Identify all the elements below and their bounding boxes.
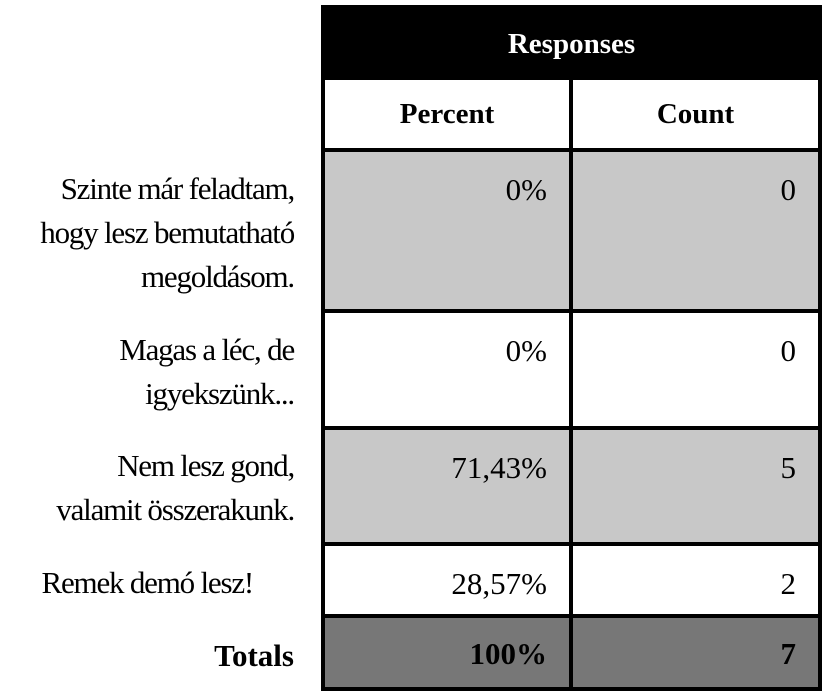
row-4-count: 2 (573, 546, 818, 614)
row-3-percent: 71,43% (325, 430, 569, 542)
row-label-1: Szinte már feladtam, hogy lesz bemutatha… (40, 167, 296, 299)
row-label-1-line-1: Szinte már feladtam, (60, 171, 296, 206)
row-label-2-line-1: Magas a léc, de (119, 332, 295, 367)
row-1-count: 0 (573, 152, 818, 309)
row-label-3-line-1: Nem lesz gond, (117, 448, 295, 483)
row-2-percent: 0% (325, 313, 569, 426)
row-label-3-line-2: valamit összerakunk. (56, 492, 295, 527)
totals-label-text: Totals (214, 638, 294, 673)
row-1-percent: 0% (325, 152, 569, 309)
totals-percent: 100% (325, 618, 569, 687)
totals-count: 7 (573, 618, 818, 687)
row-label-4: Remek demó lesz! (41, 561, 255, 605)
row-label-1-line-2: hogy lesz bemutatható (40, 215, 295, 250)
responses-header: Responses (325, 9, 818, 80)
responses-table: Responses Percent Count 0% 0 0% 0 71,43%… (321, 5, 822, 691)
row-3-count: 5 (573, 430, 818, 542)
column-header-percent: Percent (325, 80, 569, 148)
column-header-count: Count (573, 80, 818, 148)
row-label-2-line-2: igyekszünk... (145, 376, 295, 411)
row-label-4-line-1: Remek demó lesz! (41, 565, 255, 600)
row-2-count: 0 (573, 313, 818, 426)
row-label-2: Magas a léc, de igyekszünk... (119, 328, 295, 416)
row-label-1-line-3: megoldásom. (141, 259, 295, 294)
totals-label: Totals (214, 634, 294, 678)
row-label-3: Nem lesz gond, valamit összerakunk. (56, 444, 295, 532)
row-4-percent: 28,57% (325, 546, 569, 614)
